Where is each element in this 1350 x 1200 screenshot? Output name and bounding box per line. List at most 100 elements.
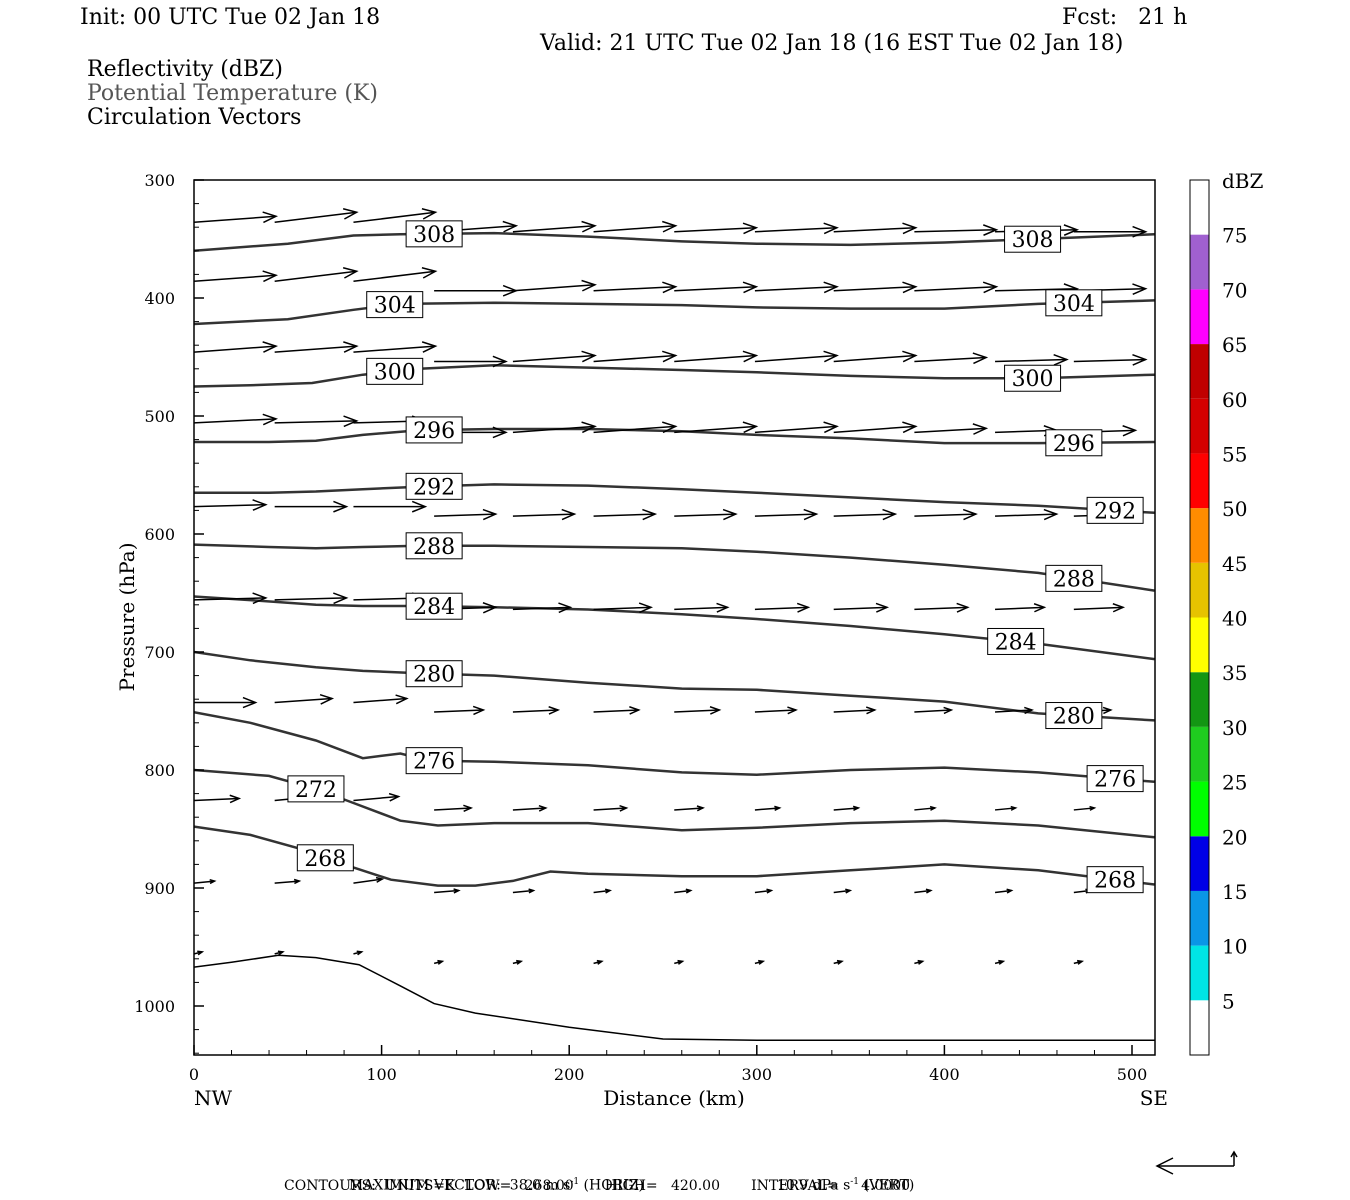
svg-text:300: 300 bbox=[1012, 367, 1054, 392]
theta-contour-304 bbox=[194, 299, 1155, 326]
circulation-vector bbox=[593, 350, 678, 363]
svg-text:296: 296 bbox=[413, 419, 455, 444]
svg-text:308: 308 bbox=[1012, 228, 1054, 253]
circulation-vector bbox=[833, 508, 898, 521]
circulation-vector bbox=[593, 220, 678, 233]
circulation-vector bbox=[833, 350, 918, 363]
colorbar-swatch bbox=[1190, 781, 1209, 837]
colorbar-label: 10 bbox=[1222, 935, 1247, 959]
svg-text:292: 292 bbox=[1094, 499, 1136, 524]
contour-label-284: 284 bbox=[405, 592, 463, 620]
colorbar-label: 70 bbox=[1222, 278, 1247, 302]
circulation-vector bbox=[754, 508, 819, 521]
colorbar-swatch bbox=[1190, 508, 1209, 563]
circulation-vector bbox=[674, 421, 759, 434]
colorbar-label: 75 bbox=[1222, 224, 1247, 248]
y-tick-label: 700 bbox=[144, 643, 175, 662]
circulation-vector bbox=[512, 888, 536, 894]
circulation-vector bbox=[914, 602, 970, 613]
contour-label-268: 268 bbox=[1086, 866, 1144, 894]
circulation-vector bbox=[194, 413, 279, 426]
svg-text:276: 276 bbox=[413, 750, 455, 775]
y-tick-label: 900 bbox=[144, 879, 175, 898]
theta-contour-276 bbox=[194, 710, 1155, 784]
colorbar-swatch bbox=[1190, 562, 1209, 618]
circulation-vector bbox=[1073, 354, 1148, 366]
circulation-vector bbox=[274, 415, 359, 428]
colorbar-label: 55 bbox=[1222, 442, 1247, 466]
svg-text:300: 300 bbox=[374, 360, 416, 385]
x-tick-label: 500 bbox=[1117, 1065, 1148, 1084]
theta-contour-284 bbox=[194, 595, 1155, 661]
svg-text:288: 288 bbox=[413, 535, 455, 560]
nw-label: NW bbox=[194, 1086, 233, 1110]
field-title-theta: Potential Temperature (K) bbox=[87, 81, 378, 106]
svg-text:280: 280 bbox=[413, 663, 455, 688]
circulation-vector bbox=[994, 805, 1018, 811]
circulation-vector bbox=[512, 602, 573, 614]
circulation-vector bbox=[274, 500, 349, 513]
circulation-vector bbox=[274, 592, 349, 605]
circulation-vector bbox=[674, 281, 759, 294]
circulation-vector bbox=[914, 281, 999, 294]
field-title-reflectivity: Reflectivity (dBZ) bbox=[87, 57, 283, 82]
circulation-vector bbox=[995, 508, 1059, 521]
circulation-vector bbox=[434, 705, 486, 716]
circulation-vector bbox=[914, 706, 954, 715]
max-vector-line: MAXIMUM VECTOR: 38.0 m s-1 (HORIZ) bbox=[340, 1158, 644, 1194]
max-vector-horiz-suffix: (HORIZ) bbox=[579, 1177, 644, 1194]
y-tick-label: 1000 bbox=[134, 997, 175, 1016]
circulation-vector bbox=[994, 888, 1014, 894]
svg-text:304: 304 bbox=[1053, 292, 1095, 317]
se-label: SE bbox=[1140, 1086, 1168, 1110]
colorbar-label: 60 bbox=[1222, 388, 1247, 412]
colorbar-swatch bbox=[1190, 234, 1209, 290]
circulation-vector bbox=[274, 693, 335, 705]
circulation-vector bbox=[434, 284, 519, 297]
svg-text:280: 280 bbox=[1053, 705, 1095, 730]
svg-text:268: 268 bbox=[304, 847, 346, 872]
circulation-vector bbox=[674, 222, 759, 235]
theta-contour-280 bbox=[194, 650, 1155, 722]
theta-contour-300 bbox=[194, 364, 1155, 388]
circulation-vector bbox=[194, 270, 279, 283]
max-vector-vert-exp: -1 bbox=[850, 1177, 860, 1187]
circulation-vector bbox=[434, 888, 461, 894]
circulation-vector bbox=[754, 888, 774, 894]
max-vector-horiz-prefix: MAXIMUM VECTOR: 38.0 m s bbox=[348, 1177, 571, 1194]
reference-vector bbox=[1155, 1150, 1238, 1175]
contour-label-280: 280 bbox=[1045, 702, 1103, 730]
circulation-vector bbox=[914, 224, 999, 236]
colorbar-label: 40 bbox=[1222, 607, 1247, 631]
y-tick-label: 300 bbox=[144, 171, 175, 190]
contour-info-line: CONTOURS: UNITS=K LOW= 268.00 HIGH= 420.… bbox=[284, 1178, 911, 1194]
svg-text:284: 284 bbox=[413, 595, 455, 620]
circulation-vector bbox=[674, 706, 722, 715]
svg-text:288: 288 bbox=[1053, 567, 1095, 592]
circulation-vector bbox=[194, 878, 217, 885]
svg-text:304: 304 bbox=[374, 294, 416, 319]
circulation-vector bbox=[512, 959, 524, 965]
circulation-vector bbox=[434, 804, 474, 813]
contour-label-288: 288 bbox=[405, 532, 463, 560]
svg-text:284: 284 bbox=[995, 630, 1037, 655]
y-tick-label: 600 bbox=[144, 525, 175, 544]
circulation-vector bbox=[353, 341, 438, 353]
circulation-vector bbox=[593, 421, 678, 434]
circulation-vector bbox=[194, 696, 258, 709]
svg-text:272: 272 bbox=[295, 778, 337, 803]
colorbar-swatch bbox=[1190, 617, 1209, 673]
circulation-vector bbox=[995, 354, 1069, 366]
colorbar-swatch bbox=[1190, 672, 1209, 727]
circulation-vector bbox=[1073, 603, 1126, 613]
circulation-vector bbox=[593, 281, 678, 294]
colorbar-swatch bbox=[1190, 945, 1209, 1001]
circulation-vector bbox=[674, 602, 730, 613]
circulation-vector bbox=[194, 499, 268, 511]
circulation-vector bbox=[914, 352, 989, 365]
circulation-vector bbox=[674, 508, 738, 521]
circulation-vector bbox=[512, 220, 597, 233]
contour-label-292: 292 bbox=[1086, 496, 1144, 524]
circulation-vector bbox=[194, 794, 242, 804]
